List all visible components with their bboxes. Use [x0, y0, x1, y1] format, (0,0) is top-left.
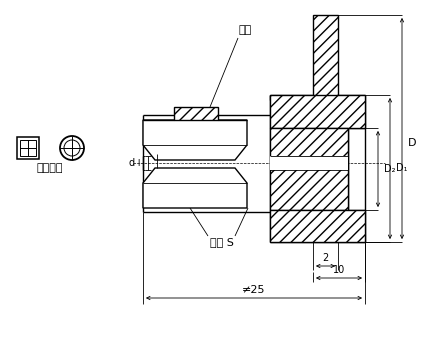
Text: D₂: D₂ — [384, 164, 395, 174]
Circle shape — [60, 136, 84, 160]
Polygon shape — [143, 120, 247, 160]
Bar — [270, 156, 348, 170]
Bar — [174, 107, 218, 120]
Text: D₁: D₁ — [396, 163, 408, 173]
Text: 固定卡套: 固定卡套 — [37, 163, 63, 173]
Text: ≠25: ≠25 — [242, 285, 266, 295]
Text: 板手 S: 板手 S — [210, 237, 234, 247]
Text: l: l — [138, 158, 140, 168]
Circle shape — [64, 140, 80, 156]
Text: 10: 10 — [333, 265, 345, 275]
Polygon shape — [143, 168, 247, 208]
Text: d: d — [129, 158, 135, 168]
Bar — [270, 128, 348, 210]
Bar — [20, 140, 36, 156]
Bar — [17, 137, 39, 159]
Text: D: D — [408, 138, 417, 148]
Bar — [270, 210, 365, 242]
Bar — [270, 95, 365, 128]
Bar — [313, 15, 338, 100]
Text: 2: 2 — [322, 253, 328, 263]
Text: 卡套: 卡套 — [239, 25, 252, 35]
